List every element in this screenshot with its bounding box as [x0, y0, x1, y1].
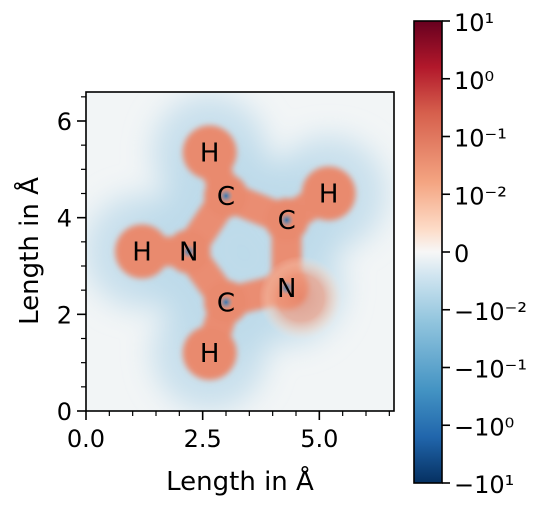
y-tick-label: 6 — [57, 108, 72, 136]
colorbar-gradient — [413, 20, 443, 484]
y-tick-label: 2 — [57, 301, 72, 329]
lone-pair-density — [258, 255, 343, 340]
atom-label: N — [277, 274, 296, 304]
atom-label: H — [200, 339, 220, 369]
colorbar-tick-label: 10¹ — [454, 9, 494, 37]
atom-core-layer — [181, 188, 294, 310]
y-axis-label: Length in Å — [13, 177, 45, 325]
colorbar-tick-label: −10⁰ — [454, 413, 514, 441]
atom-label: C — [217, 288, 235, 318]
atom-core — [279, 213, 294, 228]
atom-label: H — [319, 180, 339, 210]
x-tick-label: 0.0 — [67, 425, 105, 453]
colorbar-tick-label: −10⁻² — [454, 298, 527, 326]
x-tick-label: 2.5 — [184, 425, 222, 453]
atom-density — [182, 326, 237, 380]
atom-density — [301, 166, 356, 221]
y-tick-label: 0 — [57, 398, 72, 426]
colorbar-tick-label: 0 — [454, 240, 469, 268]
atom-density — [115, 224, 169, 279]
colorbar-tick-label: 10⁻¹ — [454, 125, 507, 153]
atom-core — [219, 188, 233, 203]
colorbar-tick-label: 10⁰ — [454, 67, 494, 95]
colorbar-tick-label: −10¹ — [454, 471, 514, 499]
colorbar-tick-label: −10⁻¹ — [454, 356, 527, 384]
atom-core — [219, 295, 233, 310]
atom-core — [181, 244, 196, 259]
atom-label: C — [278, 206, 296, 236]
y-axis: 0 2 4 6 — [57, 96, 86, 426]
x-axis: 0.0 2.5 5.0 — [67, 411, 390, 453]
atom-label: H — [132, 238, 152, 268]
colorbar-tick-label: 10⁻² — [454, 182, 507, 210]
colorbar-ticks: 10¹ 10⁰ 10⁻¹ 10⁻² 0 −10⁻² −10⁻¹ −10⁰ −10¹ — [442, 9, 527, 499]
colorbar: 10¹ 10⁰ 10⁻¹ 10⁻² 0 −10⁻² −10⁻¹ −10⁰ −10¹ — [413, 9, 527, 499]
atom-density — [182, 125, 237, 180]
x-tick-label: 5.0 — [300, 425, 338, 453]
x-axis-label: Length in Å — [166, 465, 314, 497]
atom-core — [279, 280, 294, 295]
atom-label: N — [179, 238, 198, 268]
heatmap — [86, 94, 387, 411]
plot-frame — [85, 91, 395, 412]
atom-label: H — [200, 138, 220, 168]
atom-label: C — [217, 182, 235, 212]
y-tick-label: 4 — [57, 205, 72, 233]
